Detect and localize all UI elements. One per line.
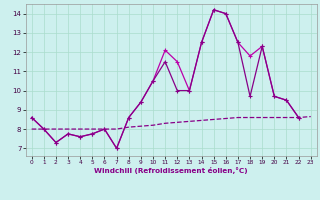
X-axis label: Windchill (Refroidissement éolien,°C): Windchill (Refroidissement éolien,°C) (94, 167, 248, 174)
